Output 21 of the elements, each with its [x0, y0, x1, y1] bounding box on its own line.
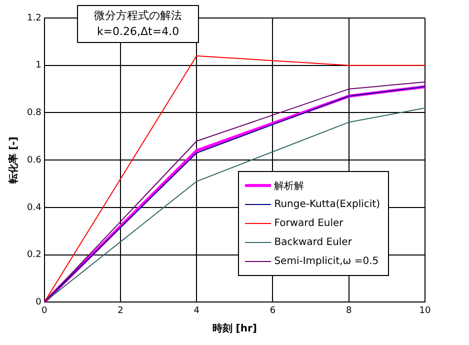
y-tick-label: 0.6	[26, 155, 42, 166]
y-tick-label: 1	[36, 60, 42, 71]
x-tick-label: 2	[118, 306, 124, 316]
legend-label: Backward Euler	[274, 237, 352, 248]
text: k=0.26,Δt=4.0	[96, 24, 180, 40]
legend-label: 解析解	[274, 180, 304, 192]
y-tick-label: 0.8	[26, 108, 42, 118]
legend-label: Forward Euler	[274, 218, 344, 229]
legend-label: Semi-Implicit,ω =0.5	[274, 256, 379, 267]
y-tick-label: 1.2	[26, 13, 42, 24]
y-axis-title: 転化率 [-]	[8, 136, 20, 184]
x-tick-label: 4	[194, 306, 200, 316]
chart-title: 微分方程式の解法	[93, 8, 183, 24]
x-tick-label: 8	[346, 306, 352, 316]
y-tick-label: 0.4	[26, 202, 42, 213]
y-tick-label: 0	[36, 298, 42, 308]
legend-label: Runge-Kutta(Explicit)	[274, 199, 380, 210]
x-tick-label: 10	[419, 306, 431, 316]
x-axis-title: 時刻 [hr]	[212, 322, 257, 335]
x-tick-label: 6	[270, 306, 276, 316]
y-tick-label: 0.2	[26, 250, 42, 260]
